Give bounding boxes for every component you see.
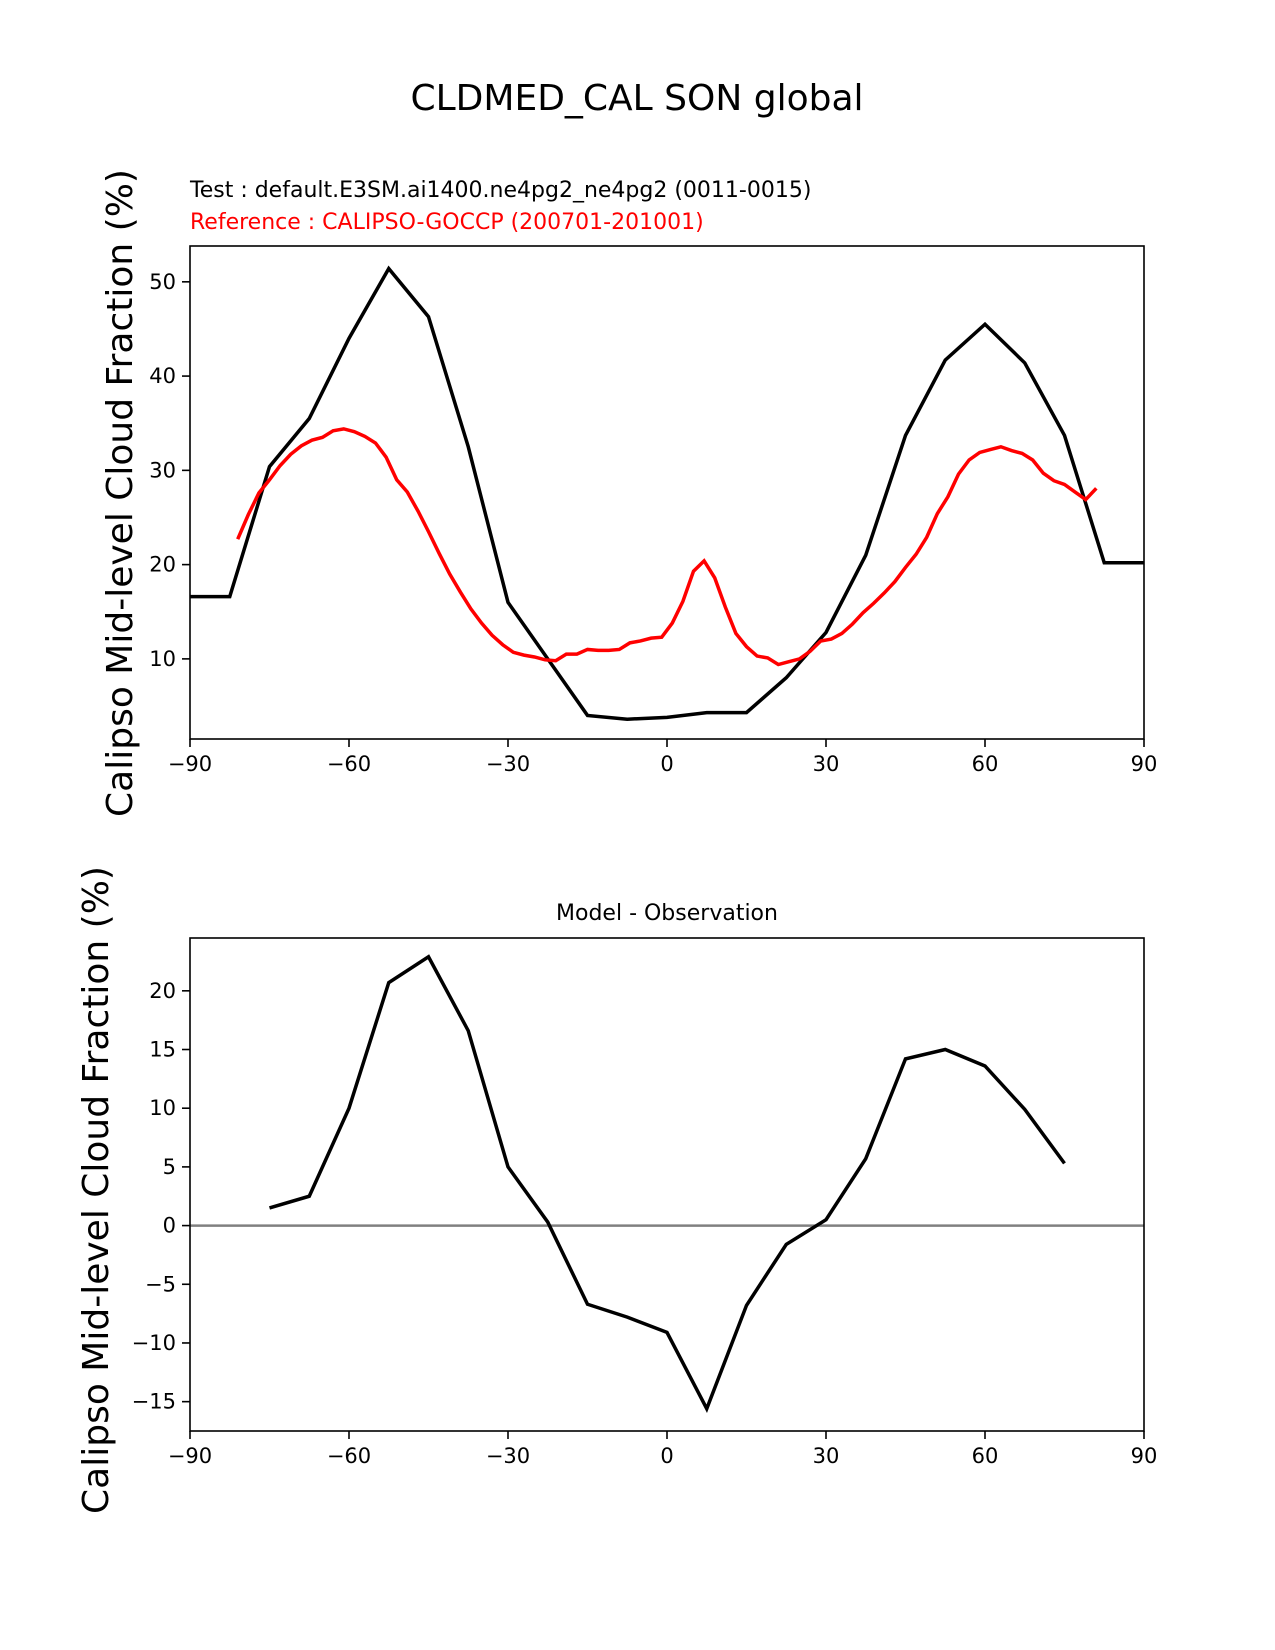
top-xtick-label: 0 [660,752,673,776]
top-xtick-label: 30 [813,752,840,776]
bottom-ytick-label: 15 [149,1038,176,1062]
bottom-ytick-label: −5 [145,1272,176,1296]
top-series-line-test [190,265,1144,721]
bottom-ytick-label: −10 [132,1331,176,1355]
bottom-series-line-model-observation [269,954,1066,1413]
bottom-xtick-label: 90 [1131,1444,1158,1468]
bottom-xtick-label: −30 [486,1444,530,1468]
top-ytick-label: 20 [149,553,176,577]
top-subtitle-reference: Reference : CALIPSO-GOCCP (200701-201001… [190,210,704,235]
bottom-plot-area: −90 −60 −30 0 30 60 90 −15 −10 −5 0 5 10 15 20 [132,937,1158,1468]
top-ytick-label: 30 [149,458,176,482]
bottom-xtick-label: 0 [660,1444,673,1468]
bottom-ytick-label: −15 [132,1390,176,1414]
bottom-panel: Model - Observation Calipso Mid-level Cl… [76,866,1157,1514]
bottom-xtick-label: −90 [168,1444,212,1468]
top-xtick-label: −60 [327,752,371,776]
bottom-xtick-label: 30 [813,1444,840,1468]
bottom-ytick-label: 10 [149,1096,176,1120]
bottom-ytick-label: 20 [149,979,176,1003]
top-xtick-label: 60 [972,752,999,776]
bottom-ytick-label: 0 [163,1214,176,1238]
top-panel: Test : default.E3SM.ai1400.ne4pg2_ne4pg2… [100,169,1157,817]
bottom-xtick-label: −60 [327,1444,371,1468]
top-xtick-label: 90 [1131,752,1158,776]
top-subtitle-test: Test : default.E3SM.ai1400.ne4pg2_ne4pg2… [189,178,811,203]
top-ylabel: Calipso Mid-level Cloud Fraction (%) [100,169,141,817]
bottom-title: Model - Observation [556,901,778,926]
top-series-line-reference [236,427,1098,667]
top-ytick-label: 10 [149,647,176,671]
top-ytick-label: 40 [149,364,176,388]
top-xtick-label: −30 [486,752,530,776]
top-plot-area: −90 −60 −30 0 30 60 90 10 20 30 40 50 [149,245,1158,776]
top-xtick-label: −90 [168,752,212,776]
bottom-ytick-label: 5 [163,1155,176,1179]
bottom-xtick-label: 60 [972,1444,999,1468]
figure-title: CLDMED_CAL SON global [410,78,863,119]
bottom-ylabel: Calipso Mid-level Cloud Fraction (%) [76,866,117,1514]
top-ytick-label: 50 [149,270,176,294]
